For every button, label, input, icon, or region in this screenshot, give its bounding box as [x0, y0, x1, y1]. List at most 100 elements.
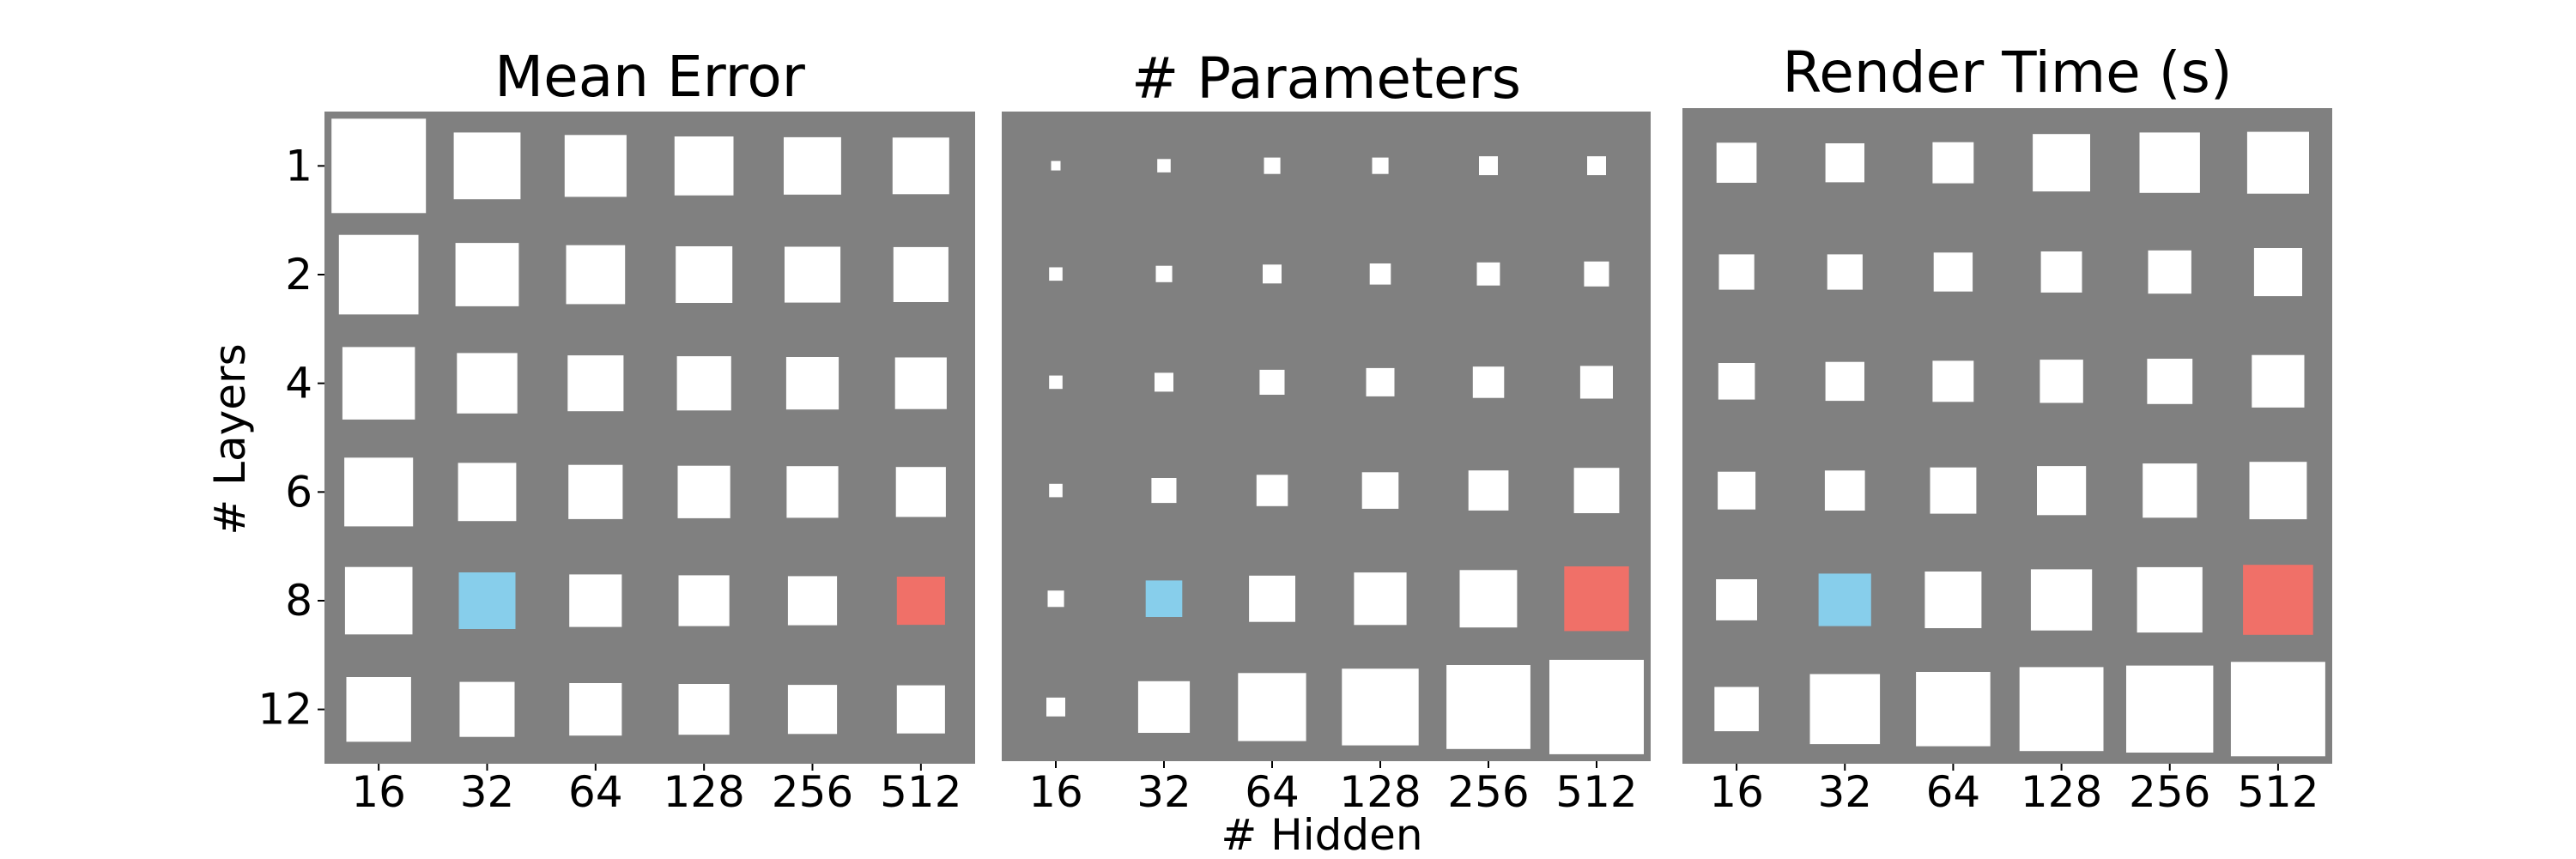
cell-12x64: [1916, 672, 1991, 747]
cell-12x16: [1714, 687, 1759, 732]
cell-2x512: [893, 246, 949, 302]
y-tick-label: 12: [258, 685, 312, 735]
cell-12x256: [2126, 665, 2214, 753]
panel-background: [1682, 108, 2332, 764]
panel-background: [1002, 112, 1651, 761]
cell-4x16: [1049, 375, 1063, 390]
cell-4x64: [1932, 360, 1974, 402]
cell-6x32: [1151, 478, 1177, 504]
cell-4x16: [1718, 363, 1755, 400]
x-tick-label: 256: [772, 767, 853, 817]
cell-1x64: [1932, 142, 1974, 184]
cell-1x512: [1587, 156, 1606, 176]
cell-2x256: [1476, 262, 1500, 286]
cell-6x256: [2143, 463, 2197, 518]
cell-8x64: [1924, 572, 1982, 628]
cell-4x128: [676, 356, 731, 411]
x-tick-label: 256: [2129, 767, 2210, 817]
panel-background: [324, 112, 975, 764]
cell-1x128: [1372, 157, 1389, 174]
cell-6x128: [677, 465, 730, 518]
cell-1x32: [1157, 159, 1171, 172]
x-tick-label: 64: [1245, 767, 1300, 817]
cell-12x32: [459, 681, 515, 737]
cell-8x512: [896, 577, 945, 626]
cell-1x32: [453, 132, 521, 200]
cell-4x128: [2040, 360, 2083, 403]
cell-6x128: [2037, 466, 2087, 516]
panel-title: Mean Error: [494, 44, 806, 110]
x-tick-label: 32: [1136, 767, 1191, 817]
x-tick-label: 128: [663, 767, 744, 817]
cell-8x64: [1249, 575, 1295, 622]
cell-4x512: [2252, 354, 2305, 408]
x-tick-label: 512: [880, 767, 961, 817]
cell-6x64: [1256, 475, 1288, 506]
cell-2x16: [1718, 254, 1755, 290]
cell-8x32: [1145, 580, 1183, 617]
cell-12x128: [678, 684, 730, 735]
cell-1x32: [1825, 143, 1864, 183]
cell-8x32: [458, 572, 516, 629]
cell-6x64: [568, 464, 623, 519]
cell-12x128: [2019, 667, 2104, 752]
cell-2x128: [1369, 263, 1391, 285]
cell-6x16: [344, 457, 414, 527]
cell-1x16: [1051, 160, 1061, 171]
cell-1x128: [2033, 134, 2090, 192]
cell-1x16: [331, 118, 427, 214]
cell-4x32: [1155, 372, 1173, 392]
cell-1x512: [892, 137, 949, 195]
cell-2x512: [1584, 261, 1609, 287]
cell-8x512: [2243, 565, 2313, 635]
cell-6x256: [786, 466, 839, 518]
cell-4x512: [1579, 366, 1613, 399]
cell-8x128: [678, 575, 730, 626]
cell-2x512: [2253, 248, 2302, 297]
cell-2x128: [2040, 251, 2082, 293]
x-tick-label: 16: [1028, 767, 1083, 817]
cell-1x64: [1264, 157, 1281, 174]
cell-4x64: [567, 355, 624, 412]
cell-8x256: [1459, 570, 1518, 628]
cell-6x256: [1468, 470, 1509, 511]
cell-4x32: [457, 353, 518, 414]
x-tick-label: 512: [2237, 767, 2318, 817]
cell-1x64: [564, 135, 627, 197]
cell-1x256: [784, 136, 841, 195]
cell-1x256: [2139, 132, 2200, 193]
x-tick-label: 256: [1447, 767, 1529, 817]
y-tick-label: 6: [285, 467, 312, 517]
y-axis-label: # Layers: [205, 343, 255, 535]
y-tick-label: 8: [285, 576, 312, 626]
x-tick-label: 512: [1555, 767, 1637, 817]
cell-1x512: [2246, 131, 2309, 194]
cell-8x64: [569, 574, 622, 627]
x-tick-label: 64: [1926, 767, 1981, 817]
cell-8x128: [1354, 572, 1407, 626]
cell-1x128: [674, 136, 734, 196]
cell-12x64: [569, 683, 622, 736]
cell-12x16: [346, 677, 411, 742]
cell-6x32: [458, 463, 517, 522]
cell-2x64: [566, 245, 626, 305]
cell-4x16: [342, 347, 415, 420]
cell-6x128: [1361, 472, 1399, 509]
cell-6x64: [1930, 467, 1977, 514]
x-tick-label: 128: [2021, 767, 2102, 817]
cell-4x64: [1259, 369, 1285, 395]
cell-8x32: [1818, 573, 1871, 626]
panel-3: Render Time (s) 16 32 64 128 256 512: [1682, 39, 2332, 817]
cell-4x128: [1366, 367, 1395, 396]
cell-2x32: [1827, 254, 1863, 290]
x-tick-label: 16: [351, 767, 406, 817]
y-tick-label: 4: [285, 359, 312, 408]
cell-2x256: [785, 246, 841, 303]
cell-1x16: [1716, 142, 1757, 183]
cell-2x32: [455, 243, 519, 306]
x-tick-label: 32: [1817, 767, 1872, 817]
cell-4x256: [2147, 359, 2193, 404]
cell-2x128: [676, 246, 733, 303]
cell-8x16: [1047, 590, 1064, 608]
cell-2x32: [1155, 265, 1173, 282]
